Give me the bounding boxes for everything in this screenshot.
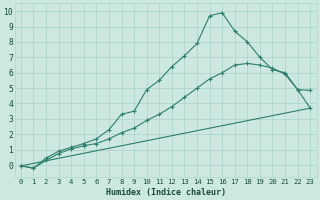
X-axis label: Humidex (Indice chaleur): Humidex (Indice chaleur) [106, 188, 226, 197]
